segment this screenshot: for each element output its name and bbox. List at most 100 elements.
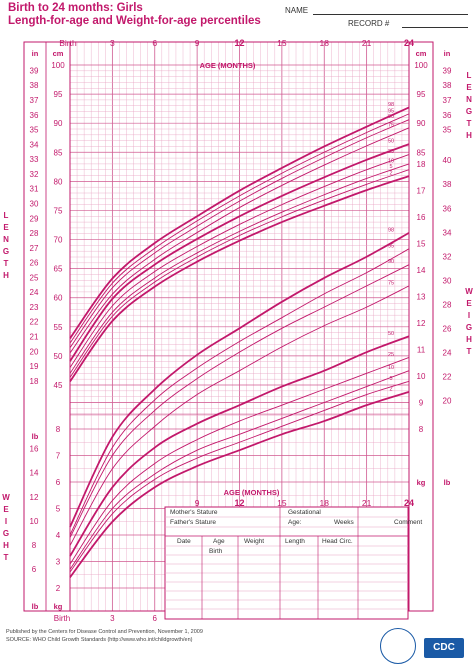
length-curve-p75: [69, 127, 410, 354]
lb-tick-right: 30: [443, 276, 452, 285]
lb-tick-right: 26: [443, 324, 452, 333]
xlabel-weight: AGE (MONTHS): [224, 488, 280, 497]
cm-tick-left: 55: [54, 323, 63, 332]
form-box: [164, 506, 409, 620]
unit-cm-right: cm: [416, 49, 427, 58]
weight-curve-p75: [69, 285, 410, 546]
record-field[interactable]: [402, 27, 468, 28]
kg-tick-left: 7: [56, 452, 61, 461]
lb-tick-right: 36: [443, 204, 452, 213]
cm-tick-left: 85: [54, 148, 63, 157]
length-column-header: Length: [285, 538, 305, 545]
cm-tick-left: 70: [54, 236, 63, 245]
cm-tick-left: 60: [54, 294, 63, 303]
record-label: RECORD #: [348, 19, 390, 28]
lb-tick-right: 28: [443, 300, 452, 309]
in-tick-left: 35: [30, 126, 39, 135]
cm-tick-left: 80: [54, 177, 63, 186]
footer-published: Published by the Centers for Disease Con…: [6, 629, 203, 635]
unit-lb-left: lb: [32, 432, 39, 441]
in-tick-left: 33: [30, 155, 39, 164]
weight-curve-p98: [69, 232, 410, 528]
kg-tick-left: 6: [56, 478, 61, 487]
comment-header: Comment: [394, 519, 422, 526]
length-label-p2: 2: [389, 171, 392, 177]
length-curve-p25: [69, 154, 410, 368]
weight-curve-p50: [69, 335, 410, 557]
cm-tick-left: 45: [54, 381, 63, 390]
in-tick-left: 32: [30, 170, 39, 179]
chart-title-line2: Length-for-age and Weight-for-age percen…: [8, 15, 261, 27]
in-tick-left: 31: [30, 185, 39, 194]
in-tick-left: 39: [30, 66, 39, 75]
kg-tick-left: 2: [56, 584, 61, 593]
weight-label-p90: 90: [388, 259, 394, 265]
weight-column-header: Weight: [244, 538, 264, 545]
length-label-p5: 5: [389, 164, 392, 170]
cdc-logo-icon: CDC: [424, 638, 464, 658]
weight-label-p2: 2: [389, 386, 392, 392]
in-tick-right: 37: [443, 96, 452, 105]
lb-tick-right: 22: [443, 373, 452, 382]
length-curve-p90: [69, 119, 410, 349]
weight-label-p75: 75: [388, 280, 394, 286]
unit-in-left: in: [32, 49, 39, 58]
in-tick-left: 26: [30, 259, 39, 268]
lb-tick-left: 16: [30, 445, 39, 454]
unit-lb-left: lb: [32, 602, 39, 611]
age-column-header: Age: [213, 538, 225, 545]
unit-in-right: in: [444, 49, 451, 58]
in-tick-left: 22: [30, 318, 39, 327]
unit-cm-left: cm: [53, 49, 64, 58]
weight-label-p25: 25: [388, 352, 394, 358]
age-tick-bottom: 3: [110, 614, 115, 623]
age-tick-top: 3: [110, 38, 115, 48]
gestational-age-label: Age:: [288, 519, 302, 526]
birth-row-label: Birth: [209, 548, 223, 555]
in-tick-left: 36: [30, 111, 39, 120]
in-tick-left: 27: [30, 244, 39, 253]
weight-curve-p2: [69, 391, 410, 578]
length-label-p98: 98: [388, 102, 394, 108]
weight-label-p95: 95: [388, 243, 394, 249]
weight-curve-p95: [69, 248, 410, 536]
lb-tick-left: 12: [30, 493, 39, 502]
lb-tick-left: 8: [32, 541, 37, 550]
weight-label-p5: 5: [389, 376, 392, 382]
age-tick-top: 24: [404, 38, 414, 48]
cm-tick-left: 90: [54, 119, 63, 128]
xlabel-length: AGE (MONTHS): [200, 61, 256, 70]
length-label-p50: 50: [388, 139, 394, 145]
record-form: Mother's Stature Father's Stature Gestat…: [164, 506, 422, 620]
cm-tick-left: 95: [54, 90, 63, 99]
in-tick-left: 34: [30, 140, 39, 149]
in-tick-left: 30: [30, 199, 39, 208]
in-tick-right: 39: [443, 66, 452, 75]
length-curve-p5: [69, 169, 410, 378]
age-tick-top: 18: [320, 38, 330, 48]
date-column-header: Date: [177, 538, 191, 545]
lb-tick-right: 24: [443, 349, 452, 358]
age-tick-bottom: Birth: [54, 614, 70, 623]
lb-tick-right: 40: [443, 156, 452, 165]
cm-tick-right: 95: [417, 90, 426, 99]
lb-tick-right: 20: [443, 397, 452, 406]
age-tick-top: 15: [277, 38, 287, 48]
in-tick-right: 38: [443, 81, 452, 90]
in-tick-left: 18: [30, 377, 39, 386]
name-label: NAME: [285, 6, 309, 15]
kg-tick-left: 8: [56, 425, 61, 434]
name-field[interactable]: [313, 14, 468, 15]
weight-label-p50: 50: [388, 331, 394, 337]
kg-tick-right: 11: [417, 346, 426, 355]
weight-label-p10: 10: [388, 365, 394, 371]
in-tick-left: 37: [30, 96, 39, 105]
in-tick-left: 29: [30, 214, 39, 223]
cm-tick-left: 75: [54, 206, 63, 215]
in-tick-left: 25: [30, 273, 39, 282]
length-label-p90: 90: [388, 114, 394, 120]
cm-tick-left: 65: [54, 265, 63, 274]
